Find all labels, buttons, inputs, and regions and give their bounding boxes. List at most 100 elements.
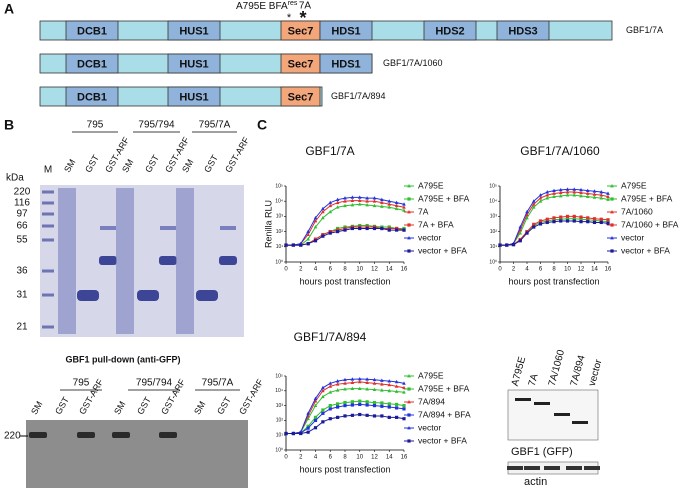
data-point [321,408,325,412]
data-point [387,379,392,383]
data-point [387,405,391,409]
domain-label: HDS3 [508,25,537,37]
data-point [402,208,406,212]
group-label: 795 [87,120,104,131]
data-point [336,405,340,409]
data-point [343,228,347,232]
data-point [585,191,590,195]
ladder-band [42,212,54,216]
data-point [402,202,406,206]
data-point [365,387,369,391]
data-point [313,415,318,419]
data-point [365,196,369,200]
legend-label: A795E + BFA [418,383,470,393]
data-point [538,219,543,223]
legend-marker [407,236,411,240]
chart-title: GBF1/7A/1060 [520,144,600,158]
domain-label: DCB1 [77,25,107,37]
data-point [552,216,556,220]
data-point [579,187,583,192]
legend-marker [407,184,411,188]
lysate-lane [58,188,76,334]
data-point [336,402,340,406]
data-point [599,217,603,221]
data-point [558,190,563,195]
actin-band [544,466,560,470]
data-point [321,206,325,211]
data-point [380,378,384,382]
data-point [387,205,392,209]
data-point [394,384,399,388]
data-point [586,216,590,220]
ladder-band [42,238,54,242]
data-point [372,400,377,405]
legend-marker [407,197,411,201]
legend-marker [407,439,411,443]
actin-band [524,466,540,470]
data-point [395,402,399,407]
data-point [531,205,536,209]
x-tick-label: 14 [386,267,393,273]
data-point [525,215,529,220]
data-point [402,385,406,390]
data-point [336,230,340,234]
data-point [313,225,318,229]
data-point [579,217,583,221]
data-point [606,194,610,199]
group-label: 795/7A [202,378,234,389]
data-point [335,388,340,392]
x-tick-label: 10 [564,267,571,273]
data-point [335,379,340,383]
y-tick-label: 10⁵ [275,183,283,189]
data-point [394,200,399,205]
data-point [313,396,318,400]
data-point [579,190,583,195]
data-point [579,215,583,219]
legend-marker [407,223,411,227]
data-point [343,196,347,200]
data-point [372,203,377,208]
legend-label: A795E + BFA [621,193,673,203]
kda-tick: 21 [16,322,28,333]
data-point [365,403,369,407]
x-tick-label: 4 [314,267,318,273]
domain [65,53,119,74]
data-point [365,400,369,404]
data-point [350,195,355,199]
data-point [525,209,529,214]
domain [319,20,373,41]
domain-label: Sec7 [288,25,314,37]
data-point [328,381,333,385]
ladder-band [42,201,54,205]
asterisk-green: * [287,12,292,24]
data-point [552,220,556,224]
legend-label: 7A [418,206,429,216]
marker-lane-label: M [44,165,52,176]
data-point [350,198,355,202]
data-point [518,231,523,235]
data-point [532,222,536,226]
domain [423,20,477,41]
actin-band [584,466,600,470]
data-point [372,414,377,418]
data-point [313,239,318,243]
x-tick-label: 2 [512,267,516,273]
data-point [394,379,399,384]
domain-label: HUS1 [179,58,208,70]
x-tick-label: 0 [284,267,288,273]
panel-letter: C [257,117,267,133]
data-point [380,388,384,392]
data-point [402,228,406,232]
data-point [372,381,377,385]
y-tick-label: 10² [276,229,284,235]
y-tick-label: 10⁵ [275,373,283,379]
construct-name: GBF1/7A/894 [331,91,386,101]
legend-marker [407,374,411,378]
data-point [579,193,583,198]
data-point [343,377,347,382]
y-tick-label: 10¹ [276,244,284,250]
data-point [552,194,556,199]
data-point [313,426,318,430]
x-tick-label: 6 [329,267,333,273]
y-axis-label: Renilla RLU [263,200,273,248]
